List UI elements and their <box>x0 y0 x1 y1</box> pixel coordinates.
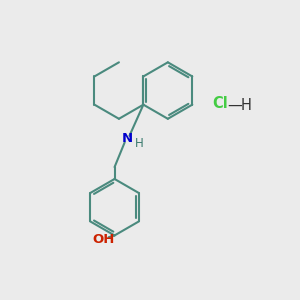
Text: OH: OH <box>92 232 114 245</box>
Text: Cl: Cl <box>212 96 228 111</box>
Text: H: H <box>135 137 144 150</box>
Text: H: H <box>240 98 251 113</box>
Text: —: — <box>227 98 242 113</box>
Text: N: N <box>122 132 133 146</box>
